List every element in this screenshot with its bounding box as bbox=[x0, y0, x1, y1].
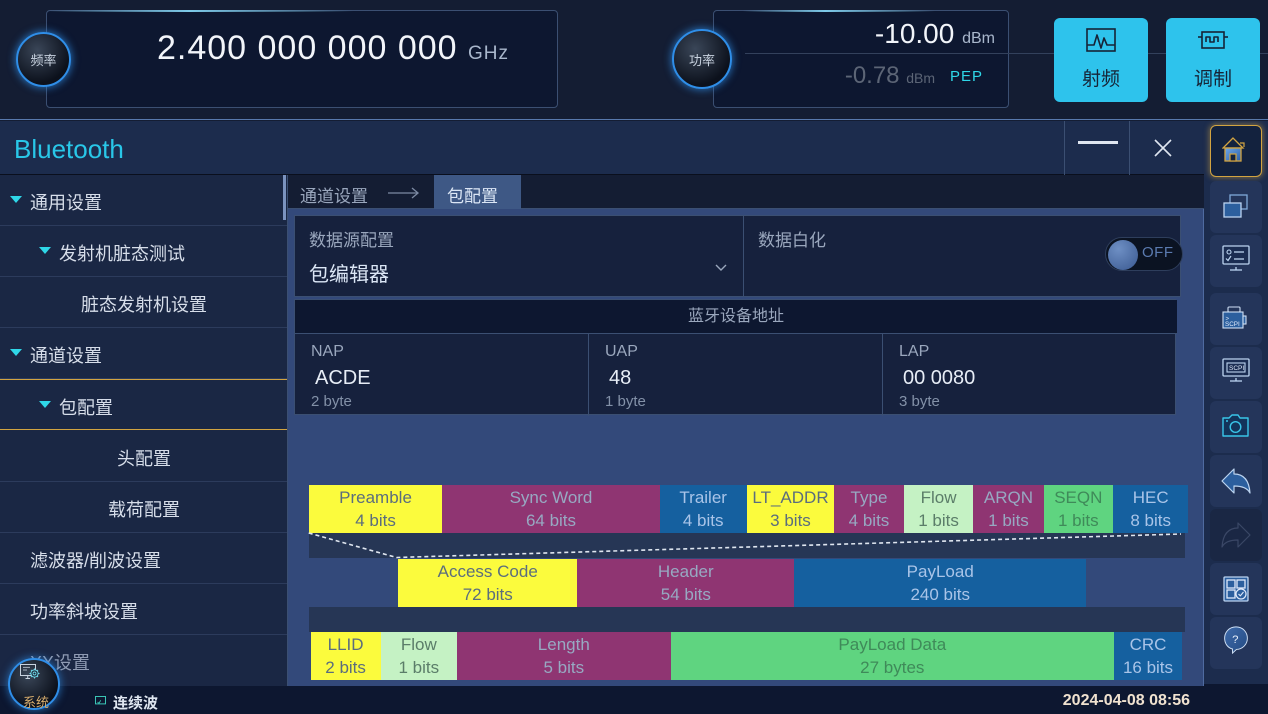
svg-text:?: ? bbox=[1232, 634, 1238, 646]
svg-text:SCPI: SCPI bbox=[1225, 321, 1240, 328]
svg-text:SCPI: SCPI bbox=[1229, 365, 1244, 372]
